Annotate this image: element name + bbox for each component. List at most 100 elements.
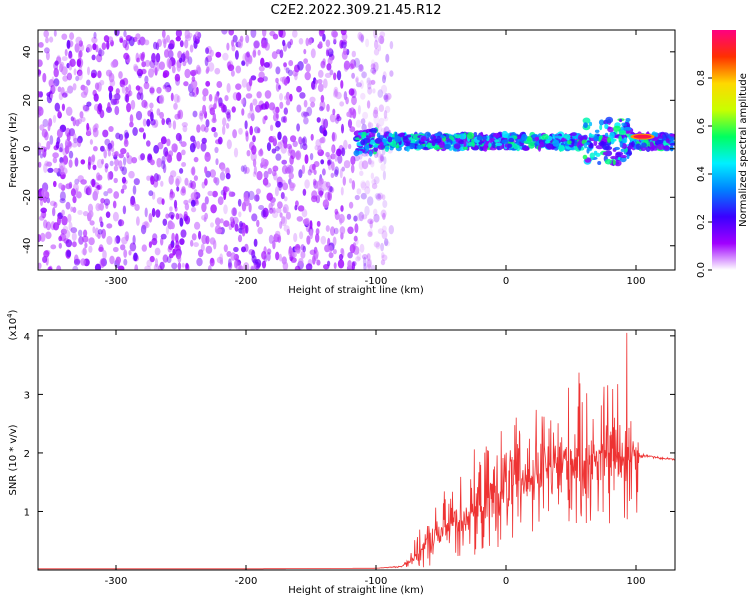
noise-blob <box>380 84 388 94</box>
noise-blob <box>257 127 261 134</box>
signal-blob <box>663 145 670 151</box>
noise-blob <box>244 166 250 174</box>
noise-blob <box>78 50 83 58</box>
noise-blob <box>42 118 49 128</box>
noise-blob <box>315 233 320 243</box>
signal-blob <box>614 159 622 167</box>
signal-blob <box>599 124 603 131</box>
noise-blob <box>366 259 372 269</box>
noise-blob <box>50 84 56 95</box>
noise-blob <box>144 207 148 218</box>
noise-blob <box>245 224 249 234</box>
noise-blob <box>103 35 110 43</box>
noise-blob <box>237 198 242 207</box>
colorbar-label: Normalized spectral amplitude <box>738 73 749 227</box>
noise-blob <box>46 140 51 150</box>
noise-blob <box>228 258 232 268</box>
noise-blob <box>375 193 382 201</box>
noise-blob <box>155 52 161 63</box>
noise-blob <box>179 238 185 246</box>
noise-blob <box>151 207 156 218</box>
noise-blob <box>70 116 74 122</box>
noise-blob <box>293 232 298 243</box>
signal-blob <box>517 135 521 140</box>
noise-blob <box>92 124 98 133</box>
signal-blob <box>482 135 488 140</box>
signal-blob <box>459 133 467 140</box>
noise-blob <box>134 204 140 211</box>
noise-blob <box>271 135 277 142</box>
noise-blob <box>176 186 180 192</box>
signal-blob <box>501 130 509 138</box>
noise-blob <box>113 191 120 199</box>
signal-blob <box>470 145 479 150</box>
noise-blob <box>191 206 197 213</box>
noise-blob <box>108 126 114 132</box>
noise-blob <box>296 216 303 222</box>
signal-blob <box>411 138 416 144</box>
signal-blob <box>607 137 611 143</box>
noise-blob <box>45 36 49 44</box>
noise-blob <box>143 81 150 90</box>
heatmap-frame <box>37 29 676 271</box>
noise-blob <box>92 43 97 51</box>
noise-blob <box>227 262 233 270</box>
noise-blob <box>382 74 386 84</box>
noise-blob <box>341 123 344 134</box>
noise-blob <box>142 118 147 127</box>
snr-frame <box>37 329 676 571</box>
noise-blob <box>106 40 110 50</box>
noise-blob <box>132 127 138 136</box>
noise-blob <box>285 67 290 74</box>
noise-blob <box>370 160 375 168</box>
noise-blob <box>226 42 230 51</box>
noise-blob <box>170 222 175 230</box>
noise-blob <box>153 173 159 182</box>
noise-blob <box>97 184 103 191</box>
noise-blob <box>389 70 394 77</box>
noise-blob <box>331 161 335 171</box>
noise-blob <box>243 164 248 175</box>
noise-blob <box>291 251 297 258</box>
noise-blob <box>107 188 113 194</box>
noise-blob <box>325 49 329 57</box>
signal-blob <box>492 132 500 138</box>
noise-blob <box>269 30 276 37</box>
noise-blob <box>115 235 121 244</box>
noise-blob <box>380 163 386 171</box>
noise-blob <box>154 247 161 256</box>
signal-blob <box>627 145 633 150</box>
noise-blob <box>272 210 279 219</box>
snr-x-axis: -300 -200 -100 0 100 <box>105 330 646 587</box>
noise-blob <box>107 102 111 112</box>
noise-blob <box>194 221 201 230</box>
noise-blob <box>49 200 57 207</box>
noise-blob <box>159 94 165 105</box>
noise-blob <box>234 223 239 232</box>
noise-blob <box>360 180 366 189</box>
noise-blob <box>173 102 178 110</box>
noise-blob <box>122 184 127 190</box>
noise-blob <box>292 140 298 148</box>
noise-blob <box>140 224 147 235</box>
noise-blob <box>262 30 267 37</box>
noise-blob <box>161 118 165 126</box>
noise-blob <box>339 226 346 235</box>
noise-blob <box>226 139 232 150</box>
noise-blob <box>72 265 79 270</box>
signal-blob <box>521 133 528 141</box>
noise-blob <box>353 155 360 162</box>
noise-blob <box>253 40 260 49</box>
noise-blob <box>279 101 284 109</box>
signal-blob <box>412 133 421 141</box>
noise-blob <box>383 116 389 122</box>
noise-blob <box>215 217 221 226</box>
noise-blob <box>355 119 362 128</box>
signal-blob <box>436 135 441 142</box>
noise-blob <box>304 71 311 81</box>
y-tick-label: 3 <box>24 390 30 401</box>
noise-blob <box>377 228 384 235</box>
noise-blob <box>175 36 181 42</box>
noise-blob <box>38 106 44 117</box>
